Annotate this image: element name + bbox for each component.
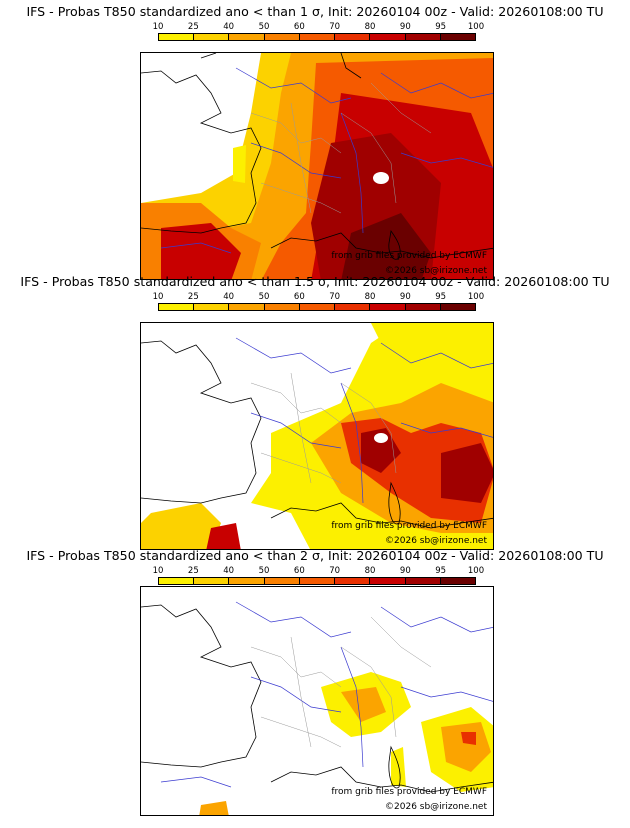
colorbar-tick-label: 10 bbox=[152, 22, 164, 32]
colorbar: 10 25 40 50 60 70 80 90 95 100 bbox=[153, 22, 484, 48]
credit-copyright: ©2026 sb@irizone.net bbox=[385, 536, 487, 546]
panel-2: IFS - Probas T850 standardized ano < tha… bbox=[0, 274, 630, 550]
colorbar-tick-label: 100 bbox=[467, 566, 485, 576]
colorbar-tick-label: 25 bbox=[187, 292, 199, 302]
colorbar-swatch bbox=[335, 304, 371, 310]
colorbar-tick-label: 80 bbox=[364, 292, 376, 302]
rivers bbox=[160, 67, 493, 254]
credit-copyright: ©2026 sb@irizone.net bbox=[385, 266, 487, 276]
colorbar-tick-label: 95 bbox=[435, 566, 447, 576]
colorbar-swatch bbox=[335, 578, 371, 584]
colorbar-swatch bbox=[440, 34, 475, 40]
colorbar-swatch bbox=[405, 304, 441, 310]
colorbar-swatch bbox=[370, 34, 406, 40]
probability-map: from grib files provided by ECMWF ©2026 … bbox=[140, 586, 494, 816]
colorbar-tick-label: 90 bbox=[399, 566, 411, 576]
colorbar-tick-label: 100 bbox=[467, 22, 485, 32]
map-graphic bbox=[141, 53, 493, 279]
probability-map: from grib files provided by ECMWF ©2026 … bbox=[140, 322, 494, 550]
probability-fill bbox=[141, 53, 493, 279]
colorbar-swatch bbox=[194, 34, 230, 40]
colorbar-swatch bbox=[159, 304, 195, 310]
colorbar-swatch bbox=[194, 578, 230, 584]
coastlines bbox=[141, 340, 493, 529]
colorbar-swatch bbox=[194, 304, 230, 310]
colorbar-tick-label: 100 bbox=[467, 292, 485, 302]
credit-copyright: ©2026 sb@irizone.net bbox=[385, 802, 487, 812]
colorbar-swatches bbox=[158, 577, 476, 585]
colorbar-swatch bbox=[159, 34, 195, 40]
colorbar-swatch bbox=[229, 34, 265, 40]
probability-fill bbox=[141, 323, 493, 549]
colorbar-tick-label: 95 bbox=[435, 22, 447, 32]
coastlines bbox=[141, 604, 493, 793]
colorbar-tick-label: 10 bbox=[152, 566, 164, 576]
colorbar-swatch bbox=[229, 578, 265, 584]
colorbar-swatch bbox=[335, 34, 371, 40]
panel-3: IFS - Probas T850 standardized ano < tha… bbox=[0, 548, 630, 820]
colorbar-swatch bbox=[299, 304, 336, 310]
colorbar-swatches bbox=[158, 303, 476, 311]
regional-borders bbox=[250, 616, 432, 748]
colorbar-tick-label: 70 bbox=[329, 22, 341, 32]
credit-source: from grib files provided by ECMWF bbox=[331, 787, 487, 797]
colorbar-tick-label: 50 bbox=[258, 22, 270, 32]
colorbar-tick-label: 70 bbox=[329, 566, 341, 576]
colorbar-swatch bbox=[440, 578, 475, 584]
map-graphic bbox=[141, 323, 493, 549]
panel-1: IFS - Probas T850 standardized ano < tha… bbox=[0, 4, 630, 280]
colorbar-swatches bbox=[158, 33, 476, 41]
rivers bbox=[235, 337, 493, 504]
colorbar-tick-label: 60 bbox=[293, 22, 305, 32]
colorbar-tick-label: 25 bbox=[187, 566, 199, 576]
colorbar-swatch bbox=[405, 34, 441, 40]
colorbar-tick-label: 70 bbox=[329, 292, 341, 302]
colorbar-tick-label: 90 bbox=[399, 22, 411, 32]
regional-borders bbox=[250, 82, 432, 214]
colorbar-swatch bbox=[299, 34, 336, 40]
credit-source: from grib files provided by ECMWF bbox=[331, 251, 487, 261]
map-graphic bbox=[141, 601, 493, 815]
panel-title: IFS - Probas T850 standardized ano < tha… bbox=[26, 4, 604, 19]
colorbar-swatch bbox=[299, 578, 336, 584]
colorbar-tick-label: 10 bbox=[152, 292, 164, 302]
colorbar-tick-label: 60 bbox=[293, 566, 305, 576]
colorbar-swatch bbox=[264, 34, 300, 40]
rivers bbox=[160, 601, 493, 788]
regional-borders bbox=[250, 372, 397, 484]
colorbar-swatch bbox=[264, 578, 300, 584]
colorbar-tick-label: 50 bbox=[258, 566, 270, 576]
colorbar-tick-label: 80 bbox=[364, 22, 376, 32]
colorbar-tick-label: 80 bbox=[364, 566, 376, 576]
colorbar-tick-label: 95 bbox=[435, 292, 447, 302]
panel-title: IFS - Probas T850 standardized ano < tha… bbox=[20, 274, 610, 289]
colorbar-swatch bbox=[440, 304, 475, 310]
colorbar-tick-label: 25 bbox=[187, 22, 199, 32]
colorbar-tick-label: 90 bbox=[399, 292, 411, 302]
coastlines bbox=[141, 53, 493, 260]
colorbar: 10 25 40 50 60 70 80 90 95 100 bbox=[153, 566, 484, 592]
colorbar-tick-label: 40 bbox=[223, 22, 235, 32]
colorbar-tick-label: 50 bbox=[258, 292, 270, 302]
colorbar-swatch bbox=[229, 304, 265, 310]
probability-map: from grib files provided by ECMWF ©2026 … bbox=[140, 52, 494, 280]
colorbar-tick-label: 40 bbox=[223, 292, 235, 302]
colorbar-swatch bbox=[264, 304, 300, 310]
colorbar-swatch bbox=[370, 304, 406, 310]
colorbar-tick-label: 60 bbox=[293, 292, 305, 302]
colorbar-swatch bbox=[159, 578, 195, 584]
panel-title: IFS - Probas T850 standardized ano < tha… bbox=[26, 548, 604, 563]
colorbar-swatch bbox=[405, 578, 441, 584]
colorbar-swatch bbox=[370, 578, 406, 584]
colorbar: 10 25 40 50 60 70 80 90 95 100 bbox=[153, 292, 484, 318]
colorbar-tick-label: 40 bbox=[223, 566, 235, 576]
credit-source: from grib files provided by ECMWF bbox=[331, 521, 487, 531]
probability-fill bbox=[199, 672, 493, 815]
